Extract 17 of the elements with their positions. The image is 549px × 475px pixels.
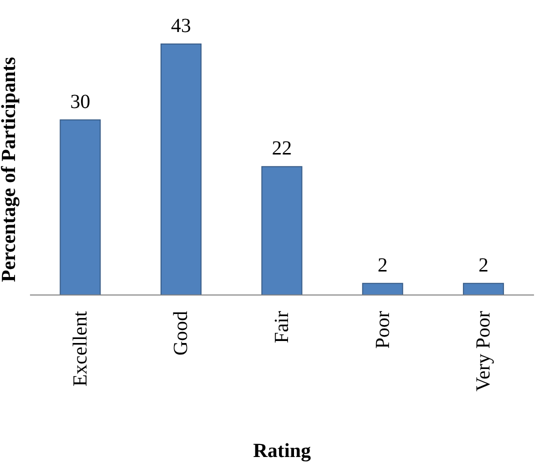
x-axis-title: Rating (253, 440, 311, 462)
x-tick-label: Poor (372, 310, 394, 349)
bar (362, 282, 404, 296)
x-tick-label: Very Poor (472, 310, 495, 392)
bar (60, 119, 101, 296)
y-axis-title: Percentage of Participants (0, 56, 20, 282)
data-label: 2 (378, 254, 388, 276)
data-label: 43 (171, 15, 192, 37)
data-label: 30 (70, 90, 90, 113)
x-tick-label: Fair (271, 310, 293, 344)
bar (261, 166, 302, 296)
data-label: 2 (478, 254, 488, 276)
x-tick-label: Excellent (69, 310, 92, 387)
bar (160, 44, 202, 296)
bar (462, 282, 504, 296)
data-label: 22 (272, 138, 292, 160)
x-tick-label: Good (170, 311, 192, 356)
